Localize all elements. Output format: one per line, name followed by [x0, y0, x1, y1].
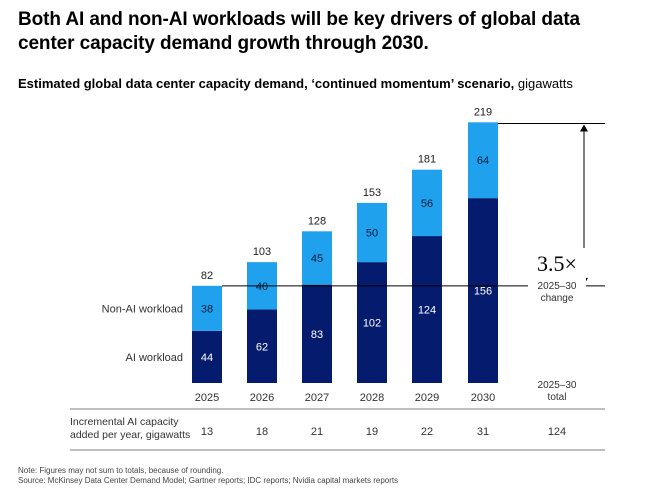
x-tick-label: 2027 — [305, 392, 329, 404]
nonai-value-label: 38 — [201, 303, 213, 315]
ai-value-label: 83 — [311, 329, 323, 341]
incremental-total: 124 — [548, 426, 566, 438]
incremental-label-line1: Incremental AI capacity — [70, 416, 179, 428]
total-column-label-line2: total — [548, 392, 567, 403]
total-value-label: 103 — [253, 246, 271, 258]
x-tick-label: 2026 — [250, 392, 274, 404]
incremental-value: 19 — [366, 426, 378, 438]
subtitle-text: Estimated global data center capacity de… — [18, 76, 515, 91]
ai-value-label: 44 — [201, 352, 213, 364]
incremental-value: 13 — [201, 426, 213, 438]
x-tick-label: 2028 — [360, 392, 384, 404]
bar-nonai-2028 — [357, 202, 387, 263]
bar-nonai-2027 — [302, 231, 332, 285]
ai-value-label: 62 — [256, 341, 268, 353]
x-tick-label: 2029 — [415, 392, 439, 404]
bar-nonai-2025 — [192, 285, 222, 331]
nonai-value-label: 64 — [477, 155, 489, 167]
total-value-label: 128 — [308, 215, 326, 227]
subtitle-unit: gigawatts — [517, 76, 573, 91]
bar-ai-2025 — [192, 330, 222, 383]
legend-nonai-label: Non-AI workload — [102, 303, 183, 315]
bar-ai-2030 — [468, 198, 498, 383]
change-label-line1: 2025–30 — [538, 281, 577, 292]
nonai-value-label: 45 — [311, 253, 323, 265]
total-value-label: 219 — [474, 106, 492, 118]
nonai-value-label: 56 — [421, 198, 433, 210]
incremental-label-line2: added per year, gigawatts — [70, 429, 190, 441]
total-column-label-line1: 2025–30 — [538, 380, 577, 391]
footnote: Note: Figures may not sum to totals, bec… — [18, 466, 398, 486]
x-tick-label: 2025 — [195, 392, 219, 404]
source-text: Source: McKinsey Data Center Demand Mode… — [18, 476, 399, 485]
stacked-bar-chart: 44 38 82 2025 62 40 103 2026 83 45 128 2027 102 50 153… — [70, 106, 605, 451]
change-multiplier: 3.5× — [537, 251, 577, 276]
bar-nonai-2029 — [412, 169, 442, 237]
annotation-background — [528, 248, 586, 308]
bar-ai-2028 — [357, 262, 387, 383]
bar-ai-2029 — [412, 236, 442, 383]
bar-ai-2027 — [302, 284, 332, 383]
chart-subtitle: Estimated global data center capacity de… — [18, 76, 573, 91]
arrow-up-icon — [580, 124, 588, 132]
legend-ai-label: AI workload — [126, 352, 183, 364]
total-value-label: 82 — [201, 270, 213, 282]
incremental-value: 18 — [256, 426, 268, 438]
ai-value-label: 156 — [474, 286, 492, 298]
nonai-value-label: 40 — [256, 281, 268, 293]
bar-nonai-2030 — [468, 122, 498, 199]
bar-ai-2026 — [247, 309, 277, 383]
total-value-label: 153 — [363, 187, 381, 199]
change-label-line2: change — [541, 293, 574, 304]
x-tick-label: 2030 — [471, 392, 495, 404]
chart-title: Both AI and non-AI workloads will be key… — [18, 9, 581, 54]
ai-value-label: 124 — [418, 305, 436, 317]
ai-value-label: 102 — [363, 318, 381, 330]
note-text: Note: Figures may not sum to totals, bec… — [18, 466, 224, 475]
total-value-label: 181 — [418, 154, 436, 166]
nonai-value-label: 50 — [366, 228, 378, 240]
incremental-value: 31 — [477, 426, 489, 438]
incremental-value: 22 — [421, 426, 433, 438]
incremental-value: 21 — [311, 426, 323, 438]
